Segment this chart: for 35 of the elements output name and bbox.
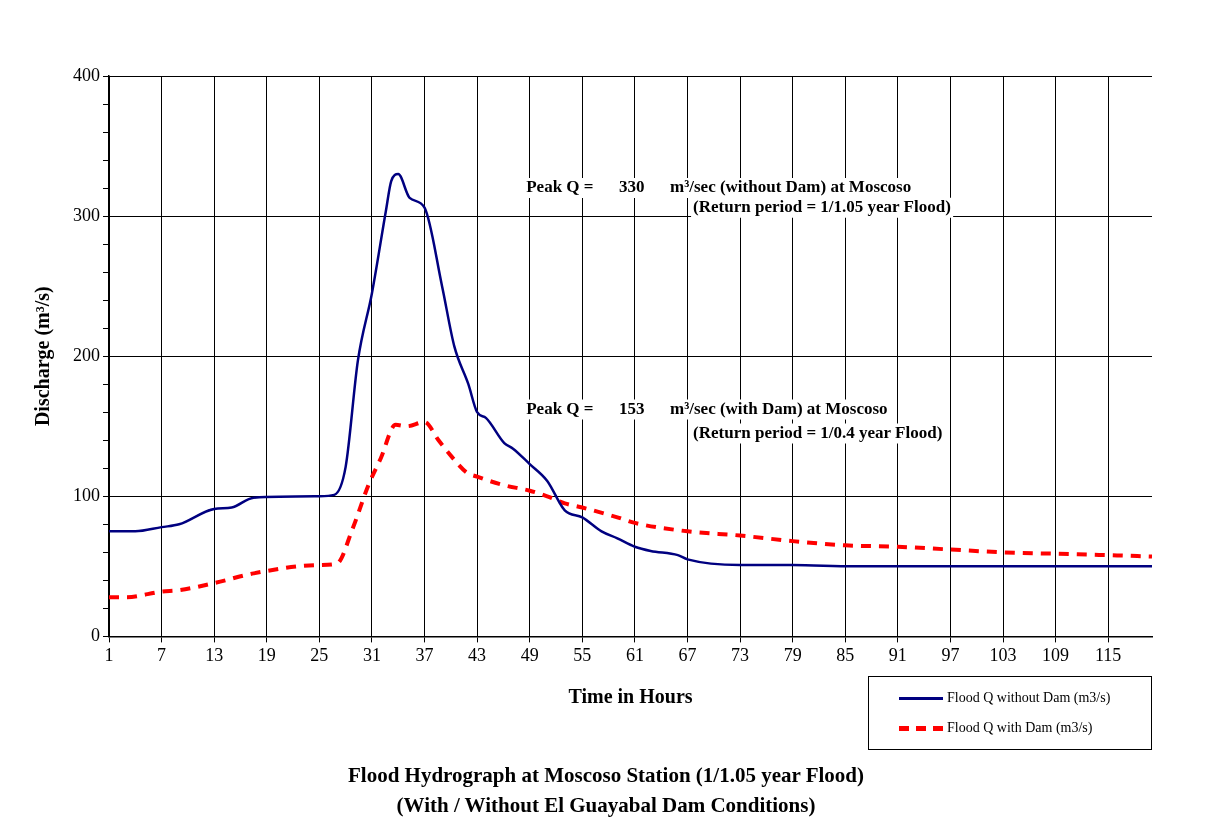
x-tick-label: 85 xyxy=(836,644,855,665)
annotation: (Return period = 1/1.05 year Flood) xyxy=(693,197,951,217)
x-tick-label: 49 xyxy=(520,644,539,665)
x-axis-title: Time in Hours xyxy=(568,685,693,708)
text: (With / Without El Guayabal Dam Conditions) xyxy=(395,792,817,819)
x-tick-label: 37 xyxy=(415,644,434,665)
annotation: Peak Q = 153 m³/sec (with Dam) at Moscoso xyxy=(526,398,888,418)
x-tick-label: 1 xyxy=(104,644,114,665)
x-tick-label: 103 xyxy=(989,644,1017,665)
x-tick-label: 73 xyxy=(731,644,750,665)
x-tick-label: 61 xyxy=(625,644,644,665)
y-tick-label: 400 xyxy=(73,64,100,85)
x-tick-label: 43 xyxy=(468,644,487,665)
y-tick-label: 300 xyxy=(73,204,100,225)
legend-label: Flood Q without Dam (m3/s) xyxy=(947,690,1111,706)
y-tick-label: 0 xyxy=(91,625,100,646)
x-tick-label: 67 xyxy=(678,644,697,665)
x-tick-label: 79 xyxy=(783,644,802,665)
x-tick-label: 115 xyxy=(1095,644,1122,665)
legend-label: Flood Q with Dam (m3/s) xyxy=(947,720,1093,736)
x-tick-label: 25 xyxy=(310,644,329,665)
annotation: (Return period = 1/0.4 year Flood) xyxy=(693,422,943,442)
y-axis-title: Discharge (m³/s) xyxy=(31,286,55,427)
x-tick-label: 19 xyxy=(257,644,276,665)
x-tick-label: 31 xyxy=(362,644,381,665)
x-tick-label: 97 xyxy=(941,644,960,665)
x-tick-label: 109 xyxy=(1042,644,1070,665)
x-tick-label: 13 xyxy=(205,644,224,665)
annotation: Peak Q = 330 m³/sec (without Dam) at Moscoso xyxy=(526,177,912,197)
x-tick-label: 7 xyxy=(157,644,167,665)
x-tick-label: 55 xyxy=(573,644,592,665)
y-tick-label: 200 xyxy=(73,344,100,365)
x-tick-label: 91 xyxy=(888,644,907,665)
y-tick-label: 100 xyxy=(73,485,100,506)
text: Flood Hydrograph at Moscoso Station (1/1.05 year Flood) xyxy=(346,762,866,789)
